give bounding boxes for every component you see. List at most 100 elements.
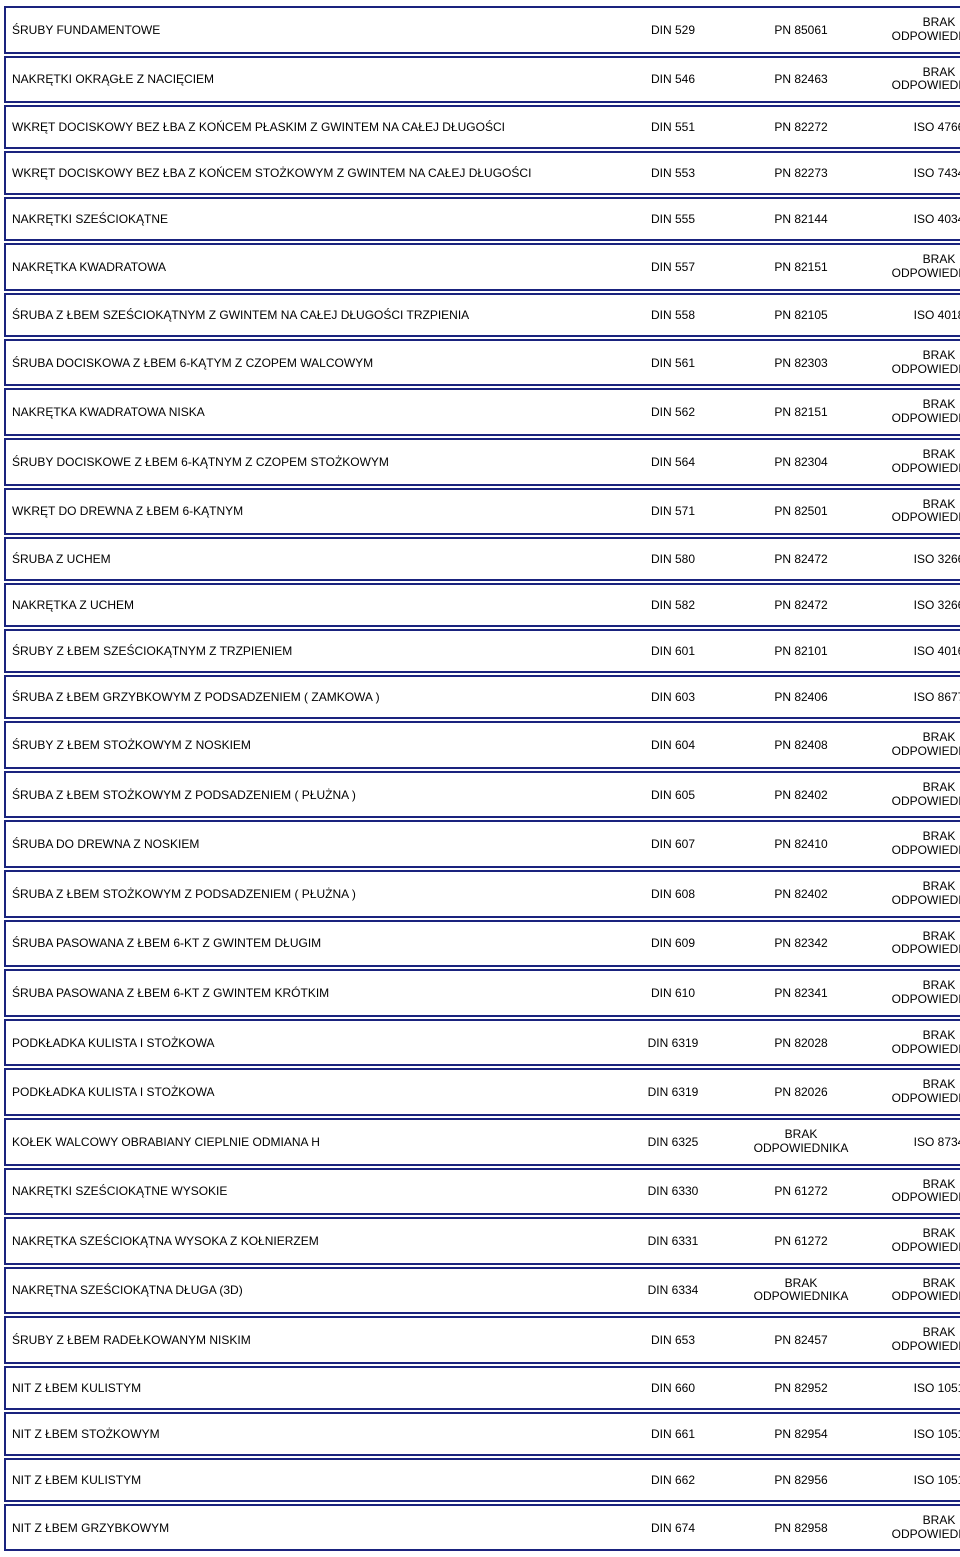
cell-name: ŚRUBY Z ŁBEM RADEŁKOWANYM NISKIM (4, 1316, 614, 1364)
cell-pn: PN 82472 (732, 537, 870, 581)
cell-name: NAKRĘTKA KWADRATOWA (4, 243, 614, 291)
table-row: NAKRĘTKA SZEŚCIOKĄTNA WYSOKA Z KOŁNIERZE… (4, 1217, 960, 1265)
cell-name: NIT Z ŁBEM STOŻKOWYM (4, 1412, 614, 1456)
cell-din: DIN 6330 (614, 1168, 732, 1216)
table-row: ŚRUBY DOCISKOWE Z ŁBEM 6-KĄTNYM Z CZOPEM… (4, 438, 960, 486)
table-row: ŚRUBY Z ŁBEM STOŻKOWYM Z NOSKIEMDIN 604P… (4, 721, 960, 769)
cell-name: PODKŁADKA KULISTA I STOŻKOWA (4, 1019, 614, 1067)
cell-pn: PN 82501 (732, 488, 870, 536)
cell-din: DIN 610 (614, 969, 732, 1017)
cell-iso: ISO 3266 (870, 583, 960, 627)
cell-din: DIN 6334 (614, 1267, 732, 1315)
cell-din: DIN 607 (614, 820, 732, 868)
cell-name: ŚRUBA Z ŁBEM STOŻKOWYM Z PODSADZENIEM ( … (4, 771, 614, 819)
cell-din: DIN 555 (614, 197, 732, 241)
cell-iso: ISO 4034 (870, 197, 960, 241)
cell-pn: BRAKODPOWIEDNIKA (732, 1267, 870, 1315)
table-row: ŚRUBA Z UCHEMDIN 580PN 82472ISO 3266 (4, 537, 960, 581)
table-row: WKRĘT DOCISKOWY BEZ ŁBA Z KOŃCEM PŁASKIM… (4, 105, 960, 149)
cell-iso: BRAKODPOWIEDNIKA (870, 771, 960, 819)
cell-pn: PN 82952 (732, 1366, 870, 1410)
table-row: ŚRUBA DO DREWNA Z NOSKIEMDIN 607PN 82410… (4, 820, 960, 868)
cell-iso: BRAKODPOWIEDNIKA (870, 920, 960, 968)
cell-name: NAKRĘTKA KWADRATOWA NISKA (4, 388, 614, 436)
cell-din: DIN 6319 (614, 1068, 732, 1116)
cell-pn: PN 82151 (732, 388, 870, 436)
cell-iso: BRAKODPOWIEDNIKA (870, 969, 960, 1017)
cell-name: ŚRUBY FUNDAMENTOWE (4, 6, 614, 54)
cell-din: DIN 6319 (614, 1019, 732, 1067)
table-row: NAKRĘTKI SZEŚCIOKĄTNE WYSOKIEDIN 6330PN … (4, 1168, 960, 1216)
cell-pn: PN 82402 (732, 870, 870, 918)
cell-pn: PN 82151 (732, 243, 870, 291)
cell-pn: PN 61272 (732, 1217, 870, 1265)
cell-din: DIN 6325 (614, 1118, 732, 1166)
cell-pn: PN 82408 (732, 721, 870, 769)
cell-din: DIN 564 (614, 438, 732, 486)
cell-name: ŚRUBY Z ŁBEM SZEŚCIOKĄTNYM Z TRZPIENIEM (4, 629, 614, 673)
cell-din: DIN 653 (614, 1316, 732, 1364)
table-row: ŚRUBA Z ŁBEM SZEŚCIOKĄTNYM Z GWINTEM NA … (4, 293, 960, 337)
cell-iso: ISO 7434 (870, 151, 960, 195)
cell-din: DIN 558 (614, 293, 732, 337)
table-row: NIT Z ŁBEM KULISTYMDIN 660PN 82952ISO 10… (4, 1366, 960, 1410)
cell-name: ŚRUBA Z ŁBEM STOŻKOWYM Z PODSADZENIEM ( … (4, 870, 614, 918)
standards-table: ŚRUBY FUNDAMENTOWEDIN 529PN 85061BRAKODP… (4, 4, 960, 1553)
cell-name: NAKRĘTKI SZEŚCIOKĄTNE (4, 197, 614, 241)
cell-iso: ISO 1051 (870, 1412, 960, 1456)
table-row: NAKRĘTKA KWADRATOWADIN 557PN 82151BRAKOD… (4, 243, 960, 291)
cell-name: NIT Z ŁBEM KULISTYM (4, 1366, 614, 1410)
cell-name: ŚRUBA DOCISKOWA Z ŁBEM 6-KĄTYM Z CZOPEM … (4, 339, 614, 387)
cell-name: ŚRUBY Z ŁBEM STOŻKOWYM Z NOSKIEM (4, 721, 614, 769)
cell-iso: BRAKODPOWIEDNIKA (870, 1504, 960, 1552)
table-row: PODKŁADKA KULISTA I STOŻKOWADIN 6319PN 8… (4, 1019, 960, 1067)
cell-iso: ISO 8677 (870, 675, 960, 719)
table-row: ŚRUBY Z ŁBEM RADEŁKOWANYM NISKIMDIN 653P… (4, 1316, 960, 1364)
cell-iso: BRAKODPOWIEDNIKA (870, 1068, 960, 1116)
cell-name: ŚRUBA Z ŁBEM GRZYBKOWYM Z PODSADZENIEM (… (4, 675, 614, 719)
cell-iso: BRAKODPOWIEDNIKA (870, 1217, 960, 1265)
cell-pn: PN 82101 (732, 629, 870, 673)
cell-din: DIN 529 (614, 6, 732, 54)
cell-din: DIN 546 (614, 56, 732, 104)
cell-iso: ISO 8734 (870, 1118, 960, 1166)
cell-iso: BRAKODPOWIEDNIKA (870, 820, 960, 868)
cell-din: DIN 674 (614, 1504, 732, 1552)
table-row: ŚRUBA PASOWANA Z ŁBEM 6-KT Z GWINTEM DŁU… (4, 920, 960, 968)
cell-pn: PN 82341 (732, 969, 870, 1017)
cell-name: ŚRUBY DOCISKOWE Z ŁBEM 6-KĄTNYM Z CZOPEM… (4, 438, 614, 486)
cell-iso: BRAKODPOWIEDNIKA (870, 388, 960, 436)
cell-pn: PN 82342 (732, 920, 870, 968)
cell-name: ŚRUBA PASOWANA Z ŁBEM 6-KT Z GWINTEM DŁU… (4, 920, 614, 968)
table-row: NIT Z ŁBEM STOŻKOWYMDIN 661PN 82954ISO 1… (4, 1412, 960, 1456)
table-row: PODKŁADKA KULISTA I STOŻKOWADIN 6319PN 8… (4, 1068, 960, 1116)
cell-name: NIT Z ŁBEM KULISTYM (4, 1458, 614, 1502)
cell-pn: PN 82303 (732, 339, 870, 387)
cell-name: ŚRUBA DO DREWNA Z NOSKIEM (4, 820, 614, 868)
cell-name: NAKRĘTKA Z UCHEM (4, 583, 614, 627)
cell-din: DIN 571 (614, 488, 732, 536)
cell-iso: BRAKODPOWIEDNIKA (870, 1316, 960, 1364)
cell-pn: PN 82954 (732, 1412, 870, 1456)
cell-din: DIN 609 (614, 920, 732, 968)
cell-iso: BRAKODPOWIEDNIKA (870, 1019, 960, 1067)
cell-din: DIN 553 (614, 151, 732, 195)
cell-pn: PN 82304 (732, 438, 870, 486)
cell-din: DIN 603 (614, 675, 732, 719)
cell-iso: BRAKODPOWIEDNIKA (870, 488, 960, 536)
cell-pn: PN 82028 (732, 1019, 870, 1067)
cell-din: DIN 580 (614, 537, 732, 581)
table-row: ŚRUBY FUNDAMENTOWEDIN 529PN 85061BRAKODP… (4, 6, 960, 54)
cell-pn: PN 82410 (732, 820, 870, 868)
cell-iso: ISO 1051 (870, 1366, 960, 1410)
cell-iso: ISO 4016 (870, 629, 960, 673)
cell-din: DIN 660 (614, 1366, 732, 1410)
cell-pn: BRAKODPOWIEDNIKA (732, 1118, 870, 1166)
cell-name: NAKRĘTKI SZEŚCIOKĄTNE WYSOKIE (4, 1168, 614, 1216)
cell-iso: BRAKODPOWIEDNIKA (870, 56, 960, 104)
cell-iso: BRAKODPOWIEDNIKA (870, 6, 960, 54)
cell-pn: PN 82956 (732, 1458, 870, 1502)
cell-din: DIN 562 (614, 388, 732, 436)
cell-name: NIT Z ŁBEM GRZYBKOWYM (4, 1504, 614, 1552)
cell-iso: BRAKODPOWIEDNIKA (870, 339, 960, 387)
